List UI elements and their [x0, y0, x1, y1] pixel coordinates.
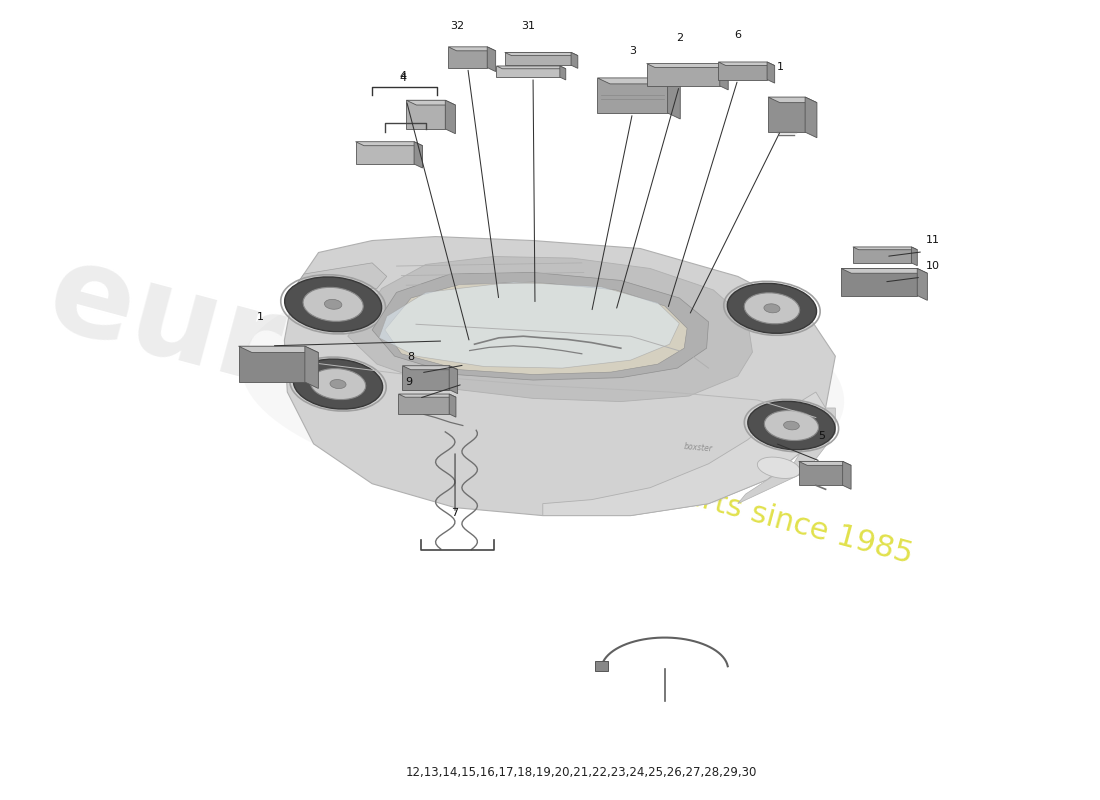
- Polygon shape: [718, 62, 767, 79]
- Polygon shape: [719, 63, 728, 90]
- Polygon shape: [239, 346, 318, 353]
- Polygon shape: [597, 78, 680, 84]
- Text: 7: 7: [451, 508, 459, 518]
- Text: 3: 3: [629, 46, 636, 56]
- Text: 31: 31: [521, 21, 536, 31]
- Polygon shape: [379, 282, 680, 368]
- Polygon shape: [403, 366, 449, 390]
- Ellipse shape: [324, 299, 342, 310]
- Ellipse shape: [285, 277, 382, 332]
- FancyBboxPatch shape: [595, 662, 608, 671]
- Ellipse shape: [310, 369, 365, 399]
- Text: 4: 4: [399, 73, 407, 82]
- Text: 6: 6: [735, 30, 741, 40]
- Ellipse shape: [748, 402, 835, 450]
- Text: 10: 10: [926, 261, 939, 271]
- Polygon shape: [597, 78, 668, 113]
- Polygon shape: [398, 394, 449, 414]
- Text: 32: 32: [450, 21, 464, 31]
- Polygon shape: [496, 66, 565, 69]
- Polygon shape: [372, 273, 708, 380]
- Polygon shape: [799, 462, 851, 466]
- Text: euroPares: euroPares: [35, 233, 757, 535]
- Polygon shape: [668, 78, 680, 119]
- Polygon shape: [398, 394, 455, 398]
- Polygon shape: [647, 63, 728, 67]
- Text: 9: 9: [406, 378, 412, 387]
- Polygon shape: [718, 62, 774, 66]
- Ellipse shape: [783, 421, 800, 430]
- Ellipse shape: [294, 359, 383, 409]
- Ellipse shape: [330, 379, 346, 389]
- Ellipse shape: [241, 271, 844, 498]
- Text: 11: 11: [926, 234, 939, 245]
- Polygon shape: [912, 247, 917, 266]
- Polygon shape: [496, 66, 560, 77]
- Polygon shape: [542, 392, 826, 515]
- Polygon shape: [355, 142, 414, 164]
- Polygon shape: [406, 100, 455, 105]
- Text: 1: 1: [778, 62, 784, 71]
- Polygon shape: [917, 269, 927, 300]
- Text: 4: 4: [399, 71, 407, 81]
- Polygon shape: [767, 62, 774, 83]
- Polygon shape: [448, 47, 496, 51]
- Polygon shape: [799, 462, 843, 486]
- Polygon shape: [768, 97, 805, 132]
- Text: 8: 8: [408, 352, 415, 362]
- Text: 2: 2: [675, 33, 683, 43]
- Polygon shape: [505, 53, 571, 65]
- Polygon shape: [348, 257, 752, 402]
- Polygon shape: [305, 346, 318, 389]
- Polygon shape: [448, 47, 487, 67]
- Polygon shape: [768, 97, 817, 102]
- Polygon shape: [842, 269, 927, 274]
- Polygon shape: [852, 247, 917, 250]
- Polygon shape: [446, 100, 455, 134]
- Polygon shape: [738, 408, 835, 504]
- Text: 1: 1: [256, 312, 264, 322]
- Polygon shape: [406, 100, 446, 129]
- Ellipse shape: [304, 287, 363, 322]
- Ellipse shape: [757, 457, 800, 478]
- Polygon shape: [414, 142, 422, 168]
- Polygon shape: [647, 63, 719, 86]
- Polygon shape: [294, 263, 387, 288]
- Text: 5: 5: [818, 431, 825, 442]
- Polygon shape: [842, 269, 917, 295]
- Polygon shape: [239, 346, 305, 382]
- Polygon shape: [449, 394, 455, 417]
- Ellipse shape: [763, 304, 780, 313]
- Polygon shape: [852, 247, 912, 263]
- Polygon shape: [487, 47, 496, 71]
- Polygon shape: [403, 366, 458, 370]
- Polygon shape: [285, 237, 835, 515]
- Ellipse shape: [727, 283, 816, 334]
- Polygon shape: [843, 462, 851, 490]
- Ellipse shape: [745, 293, 800, 324]
- Polygon shape: [560, 66, 565, 80]
- Polygon shape: [449, 366, 458, 394]
- Polygon shape: [505, 53, 578, 56]
- Text: boxster: boxster: [684, 442, 714, 454]
- Polygon shape: [805, 97, 817, 138]
- Polygon shape: [385, 282, 688, 374]
- Text: a passion for parts since 1985: a passion for parts since 1985: [463, 422, 915, 570]
- Polygon shape: [571, 53, 578, 68]
- Text: 12,13,14,15,16,17,18,19,20,21,22,23,24,25,26,27,28,29,30: 12,13,14,15,16,17,18,19,20,21,22,23,24,2…: [406, 766, 758, 778]
- Ellipse shape: [764, 410, 818, 441]
- Polygon shape: [355, 142, 422, 146]
